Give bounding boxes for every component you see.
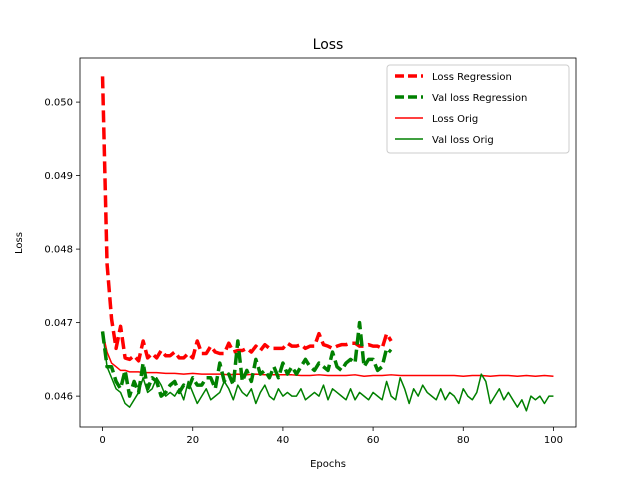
x-axis-ticks: 0 20 40 60 80 100	[99, 427, 563, 446]
y-tick-label: 0.048	[44, 245, 73, 256]
x-tick-label: 80	[457, 435, 470, 446]
x-tick-label: 100	[544, 435, 563, 446]
legend: Loss Regression Val loss Regression Loss O…	[386, 64, 570, 154]
y-tick-label: 0.050	[44, 98, 73, 109]
x-tick-label: 40	[277, 435, 290, 446]
plot-frame	[79, 57, 577, 428]
series-layer	[100, 76, 554, 412]
x-axis-label: Epochs	[310, 459, 346, 470]
legend-label-val-loss-orig: Val loss Orig	[432, 135, 494, 146]
x-tick-label: 0	[99, 435, 105, 446]
y-axis-label: Loss	[14, 232, 25, 254]
legend-box	[386, 64, 570, 154]
x-tick-label: 60	[367, 435, 380, 446]
y-tick-label: 0.047	[44, 318, 73, 329]
y-tick-label: 0.049	[44, 171, 73, 182]
chart-title: Loss	[313, 37, 344, 53]
y-axis-ticks: 0.046 0.047 0.048 0.049 0.050	[44, 98, 80, 403]
legend-label-val-loss-regression: Val loss Regression	[432, 93, 527, 104]
y-tick-label: 0.046	[44, 392, 73, 403]
x-tick-label: 20	[186, 435, 199, 446]
series-line-loss-regression	[100, 76, 393, 363]
series-line-val-loss-regression	[100, 320, 393, 398]
legend-label-loss-regression: Loss Regression	[432, 72, 512, 83]
legend-label-loss-orig: Loss Orig	[432, 114, 478, 125]
